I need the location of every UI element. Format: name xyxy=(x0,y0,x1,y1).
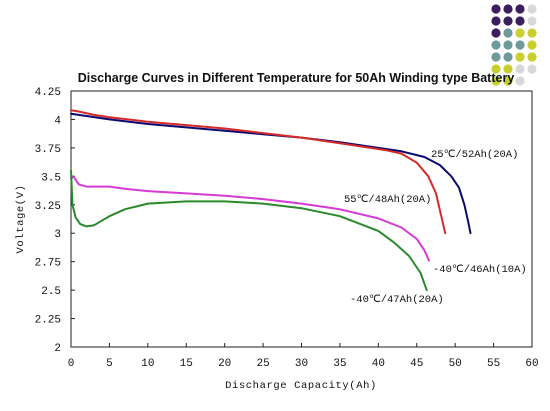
chart-title: Discharge Curves in Different Temperatur… xyxy=(78,71,515,85)
logo-dot xyxy=(515,4,525,14)
x-tick-label: 35 xyxy=(333,358,346,370)
annotation-25c: 25℃/52Ah(20A) xyxy=(431,149,518,161)
logo-dot xyxy=(503,76,513,86)
logo-dot xyxy=(503,40,513,50)
x-tick-label: 30 xyxy=(295,358,308,370)
logo-dot xyxy=(491,52,501,62)
logo-dot xyxy=(491,4,501,14)
y-tick-label: 3.25 xyxy=(35,201,61,213)
logo-dot xyxy=(527,28,537,38)
series-line-2 xyxy=(70,109,447,235)
y-tick-label: 2 xyxy=(54,343,61,355)
logo-dot xyxy=(527,64,537,74)
x-tick-label: 50 xyxy=(449,358,462,370)
series-line-3 xyxy=(70,175,430,262)
logo-dot xyxy=(503,64,513,74)
logo-dot xyxy=(527,52,537,62)
y-tick-label: 4.25 xyxy=(35,87,61,99)
y-tick-label: 3.5 xyxy=(41,172,61,184)
logo-dot xyxy=(503,16,513,26)
x-tick-label: 40 xyxy=(372,358,385,370)
x-tick-label: 10 xyxy=(141,358,154,370)
logo-dot xyxy=(527,40,537,50)
y-tick-label: 3 xyxy=(54,229,61,241)
y-tick-label: 2.5 xyxy=(41,286,61,298)
logo-dot xyxy=(491,76,501,86)
y-tick-label: 2.25 xyxy=(35,315,61,327)
x-tick-label: 20 xyxy=(218,358,231,370)
logo-dot xyxy=(491,28,501,38)
x-tick-label: 45 xyxy=(410,358,423,370)
logo-dot xyxy=(515,28,525,38)
series-line-1 xyxy=(70,112,472,235)
logo-dot xyxy=(527,16,537,26)
logo-dot xyxy=(515,64,525,74)
logo-dots xyxy=(491,4,537,86)
y-tick-label: 4 xyxy=(54,115,61,127)
y-axis-label: Voltage(V) xyxy=(15,184,27,253)
logo-dot xyxy=(527,4,537,14)
logo-dot xyxy=(515,40,525,50)
logo-dot xyxy=(503,4,513,14)
logo-dot xyxy=(491,64,501,74)
logo-dot xyxy=(515,52,525,62)
plot-area xyxy=(70,90,533,348)
y-tick-label: 3.75 xyxy=(35,144,61,156)
logo-dot xyxy=(491,16,501,26)
x-tick-label: 55 xyxy=(487,358,500,370)
logo-dot xyxy=(515,16,525,26)
annotation-minus40c-20a: -40℃/47Ah(20A) xyxy=(350,294,444,306)
annotation-55c: 55℃/48Ah(20A) xyxy=(344,194,431,206)
x-tick-label: 60 xyxy=(525,358,538,370)
logo-dot xyxy=(503,52,513,62)
x-tick-label: 0 xyxy=(68,358,75,370)
x-axis: 0 5 10 15 20 25 30 35 40 45 50 55 60 xyxy=(68,343,539,370)
x-tick-label: 15 xyxy=(180,358,193,370)
y-tick-label: 2.75 xyxy=(35,258,61,270)
series-lines xyxy=(70,109,472,292)
logo-dot xyxy=(515,76,525,86)
annotation-minus40c-10a: -40℃/46Ah(10A) xyxy=(433,264,527,276)
x-tick-label: 5 xyxy=(106,358,113,370)
logo-dot xyxy=(503,28,513,38)
series-line-4 xyxy=(70,169,428,292)
logo-dot xyxy=(491,40,501,50)
x-tick-label: 25 xyxy=(256,358,269,370)
y-axis: 2 2.25 2.5 2.75 3 3.25 3.5 3.75 4 4.25 xyxy=(35,87,75,355)
x-axis-label: Discharge Capacity(Ah) xyxy=(225,380,377,392)
